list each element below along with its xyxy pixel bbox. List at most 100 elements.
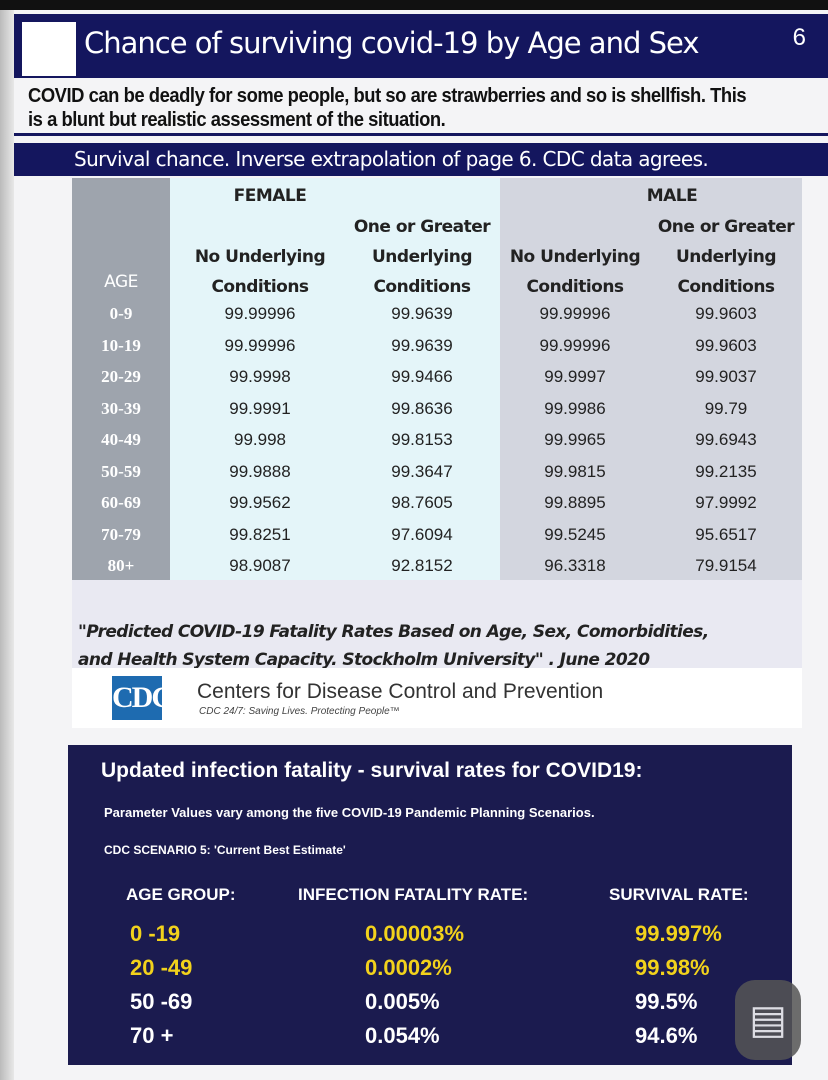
page-title: Chance of surviving covid-19 by Age and … [84,26,699,60]
value-cell: 99.9965 [544,430,606,449]
male-columns [500,178,802,580]
value-cell: 97.6094 [391,524,453,544]
value-cell: 99.9562 [229,493,291,512]
age-cell: 80+ [107,556,135,575]
age-cell: 60-69 [101,493,141,512]
title-bar: Chance of surviving covid-19 by Age and … [14,14,828,78]
value-cell: 99.3647 [391,461,453,481]
rate-cell: 94.6% [635,1023,698,1048]
citation-line: "Predicted COVID-19 Fatality Rates Based… [78,622,709,642]
citation-line: and Health System Capacity. Stockholm Un… [78,650,650,670]
value-cell: 99.99996 [539,335,611,355]
age-cell: 0-9 [109,304,133,323]
age-column [72,178,170,580]
text-scan-icon[interactable]: ▤ [735,980,801,1060]
table-row: 30-39 99.9991 99.8636 99.9986 99.79 [72,393,802,425]
male-no-cond-header: No Underlying Conditions [509,247,641,297]
value-cell: 99.9997 [544,367,606,386]
age-group-header: AGE GROUP: [126,885,236,904]
section-band: Survival chance. Inverse extrapolation o… [14,143,828,176]
table-row: 80+ 98.9087 92.8152 96.3318 79.9154 [72,550,802,582]
value-cell: 99.9603 [695,335,757,355]
page-edge [0,10,14,1080]
value-cell: 99.9986 [544,398,606,418]
value-cell: 99.79 [704,398,748,418]
rate-cell: 0.005% [365,989,440,1014]
value-cell: 99.8153 [391,430,453,449]
white-square [22,22,76,76]
value-cell: 99.99996 [224,304,296,323]
value-cell: 96.3318 [544,556,606,575]
value-cell: 99.6943 [695,430,757,449]
male-header: MALE [646,186,698,206]
rate-cell: 99.5% [635,989,698,1014]
value-cell: 99.9603 [695,304,757,323]
table-row: 40-49 99.998 99.8153 99.9965 99.6943 [72,424,802,456]
value-cell: 99.9991 [229,398,291,418]
cdc-name: Centers for Disease Control and Preventi… [197,680,604,703]
cdc-header: CDC Centers for Disease Control and Prev… [72,668,802,728]
table-row: 50-59 99.9888 99.3647 99.9815 99.2135 [72,456,802,488]
table-row: 20-29 99.9998 99.9466 99.9997 99.9037 [72,361,802,393]
age-cell: 20-29 [101,367,141,386]
age-cell: 10-19 [101,335,141,355]
subtitle: COVID can be deadly for some people, but… [28,85,747,131]
value-cell: 98.9087 [229,556,291,575]
box-heading: Updated infection fatality - survival ra… [101,759,643,782]
value-cell: 92.8152 [391,556,453,575]
table-row: 70-79 99.8251 97.6094 99.5245 95.6517 [72,519,802,551]
value-cell: 98.7605 [391,493,453,512]
box-scenario: CDC SCENARIO 5: 'Current Best Estimate' [104,843,346,857]
rate-cell: 0.0002% [365,955,452,980]
value-cell: 99.9998 [229,367,291,386]
value-cell: 79.9154 [695,556,757,575]
table-row: 60-69 99.9562 98.7605 99.8895 97.9992 [72,487,802,519]
value-cell: 97.9992 [695,493,757,512]
rate-cell: 0 -19 [130,921,181,946]
value-cell: 99.2135 [695,461,757,481]
age-cell: 40-49 [101,430,141,449]
value-cell: 99.8251 [229,524,291,544]
box-note: Parameter Values vary among the five COV… [104,805,595,820]
ifr-header: INFECTION FATALITY RATE: [298,885,529,904]
rate-cell: 0.054% [365,1023,440,1048]
rate-cell: 0.00003% [365,921,465,946]
value-cell: 95.6517 [695,524,757,544]
cdc-fatality-box: Updated infection fatality - survival ra… [68,745,792,1065]
value-cell: 99.9466 [391,367,453,386]
top-bar [0,0,828,10]
rate-cell: 99.98% [635,955,710,980]
value-cell: 99.9037 [695,367,757,386]
value-cell: 99.8636 [391,398,453,418]
rate-cell: 99.997% [635,921,722,946]
rate-cell: 20 -49 [130,955,193,980]
divider [14,133,828,136]
age-cell: 50-59 [101,461,141,481]
rate-cell: 70 + [130,1023,174,1048]
age-cell: 30-39 [101,398,141,418]
citation: "Predicted COVID-19 Fatality Rates Based… [72,580,802,670]
value-cell: 99.99996 [224,335,296,355]
survival-table: FEMALE MALE AGE No Underlying Conditions … [72,178,802,580]
value-cell: 99.8895 [544,493,606,512]
value-cell: 99.9639 [391,335,453,355]
value-cell: 99.5245 [544,524,606,544]
value-cell: 99.9815 [544,461,606,481]
table-row: 0-9 99.99996 99.9639 99.99996 99.9603 [72,298,802,330]
female-header: FEMALE [233,186,307,206]
value-cell: 99.998 [234,430,286,449]
female-columns [170,178,500,580]
value-cell: 99.99996 [539,304,611,323]
cdc-logo: CDC [112,676,173,720]
table-row: 10-19 99.99996 99.9639 99.99996 99.9603 [72,330,802,362]
age-cell: 70-79 [101,524,141,544]
survival-header: SURVIVAL RATE: [609,885,749,904]
value-cell: 99.9639 [391,304,453,323]
page-number: 6 [792,24,806,51]
age-header: AGE [104,272,138,292]
female-one-cond-header: One or Greater Underlying Conditions [353,217,491,297]
male-one-cond-header: One or Greater Underlying Conditions [657,217,795,297]
cdc-tagline: CDC 24/7: Saving Lives. Protecting Peopl… [199,706,400,717]
female-no-cond-header: No Underlying Conditions [194,247,326,297]
rate-cell: 50 -69 [130,989,193,1014]
